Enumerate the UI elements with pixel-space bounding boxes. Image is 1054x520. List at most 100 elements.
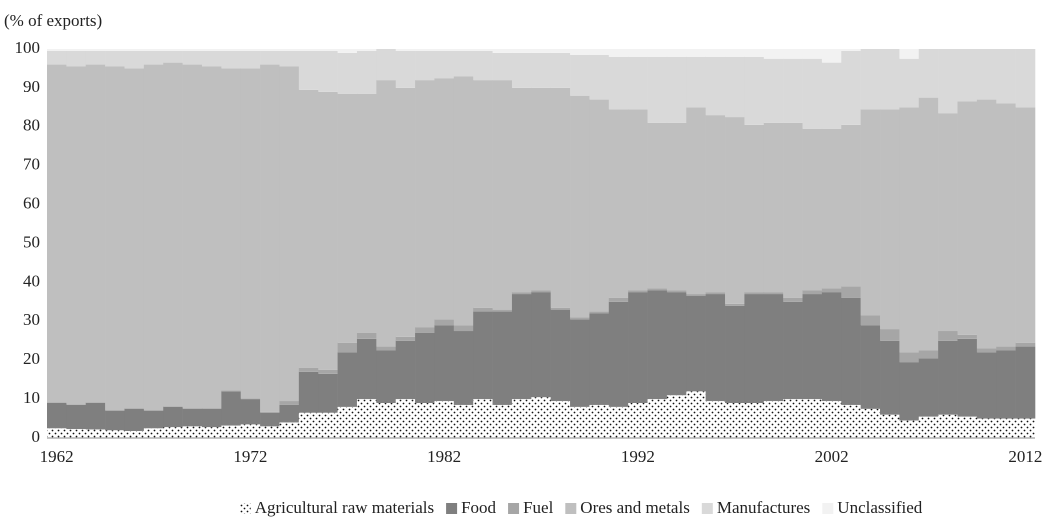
- bar-segment: [298, 49, 319, 51]
- bar-segment: [492, 309, 513, 312]
- bar-segment: [105, 410, 125, 431]
- bar-segment: [221, 49, 242, 51]
- bar-segment: [647, 399, 668, 438]
- bar-segment: [705, 56, 726, 116]
- bar-segment: [85, 429, 106, 438]
- y-tick-label: 20: [23, 349, 40, 368]
- bar-segment: [47, 64, 67, 403]
- bar-segment: [124, 408, 145, 431]
- y-tick-label: 10: [23, 388, 40, 407]
- x-tick-label: 2002: [815, 447, 849, 466]
- bar-segment: [725, 56, 745, 118]
- bar-segment: [996, 49, 1016, 104]
- bar-segment: [1015, 418, 1036, 438]
- bar-segment: [318, 50, 338, 92]
- bar-segment: [279, 404, 300, 423]
- bar-segment: [531, 292, 551, 398]
- bar-segment: [492, 404, 513, 438]
- bar-segment: [201, 66, 222, 409]
- bar-segment: [821, 62, 842, 129]
- bar-segment: [182, 50, 203, 65]
- bar-segment: [298, 367, 319, 372]
- bar-segment: [124, 49, 145, 51]
- bar-segment: [744, 402, 765, 438]
- legend-swatch: [822, 503, 834, 514]
- bar-segment: [725, 303, 745, 306]
- legend-label: Agricultural raw materials: [255, 498, 434, 517]
- bar-segment: [550, 87, 571, 308]
- bar-segment: [511, 399, 532, 438]
- bar-segment: [318, 91, 338, 370]
- bar-segment: [705, 292, 726, 295]
- bar-segment: [647, 122, 668, 289]
- bar-segment: [802, 128, 823, 291]
- bar-segment: [918, 358, 939, 417]
- bar-segment: [124, 68, 145, 409]
- bar-segment: [608, 297, 629, 302]
- bar-segment: [938, 331, 958, 341]
- bar-segment: [260, 412, 280, 427]
- bar-segment: [85, 49, 106, 51]
- bar-segment: [453, 49, 474, 51]
- bar-segment: [628, 56, 648, 110]
- bar-segment: [957, 338, 978, 417]
- bar-segment: [589, 311, 610, 314]
- bar-segment: [860, 325, 881, 409]
- bar-segment: [938, 113, 958, 332]
- bar-segment: [298, 412, 319, 438]
- bar-segment: [143, 50, 164, 65]
- bar-segment: [511, 52, 532, 88]
- bar-segment: [105, 430, 125, 438]
- bar-segment: [880, 109, 900, 330]
- bar-segment: [1015, 346, 1036, 419]
- bar-segment: [395, 340, 416, 400]
- bar-segment: [376, 80, 397, 347]
- bar-segment: [279, 50, 300, 67]
- bar-segment: [453, 331, 474, 405]
- bar-segment: [143, 410, 164, 429]
- bar-segment: [802, 58, 823, 129]
- bar-segment: [85, 402, 106, 430]
- bar-segment: [802, 294, 823, 400]
- bar-segment: [1015, 107, 1036, 343]
- bar-segment: [66, 66, 87, 405]
- bar-segment: [298, 89, 319, 368]
- bar-segment: [570, 317, 590, 320]
- bar-segment: [705, 294, 726, 402]
- bar-segment: [221, 391, 242, 426]
- bar-segment: [337, 93, 358, 343]
- bar-segment: [260, 49, 280, 51]
- x-tick-label: 1972: [233, 447, 267, 466]
- bar-segment: [318, 49, 338, 51]
- bar-segment: [763, 122, 784, 293]
- bar-segment: [434, 319, 455, 326]
- bar-segment: [511, 49, 532, 53]
- bar-segment: [279, 66, 300, 402]
- bar-segment: [666, 56, 687, 123]
- bar-segment: [47, 50, 67, 65]
- bar-segment: [395, 50, 416, 88]
- bar-segment: [453, 76, 474, 326]
- bar-segment: [899, 362, 920, 421]
- bar-segment: [240, 424, 261, 438]
- bar-segment: [686, 56, 706, 108]
- bar-segment: [647, 290, 668, 400]
- bar-segment: [356, 50, 377, 94]
- bar-segment: [434, 49, 455, 51]
- bar-segment: [744, 124, 765, 293]
- bar-segment: [899, 107, 920, 353]
- bar-segment: [744, 49, 765, 57]
- bar-segment: [395, 87, 416, 337]
- bar-segment: [66, 404, 87, 430]
- bar-segment: [376, 350, 397, 403]
- bar-segment: [260, 50, 280, 65]
- bar-segment: [802, 290, 823, 295]
- bar-segment: [783, 122, 803, 298]
- bar-segment: [453, 50, 474, 77]
- bar-segment: [240, 50, 261, 69]
- bar-segment: [376, 49, 397, 81]
- bar-segment: [899, 352, 920, 363]
- bar-segment: [608, 56, 629, 110]
- bar-segment: [705, 115, 726, 293]
- y-tick-label: 100: [15, 38, 41, 57]
